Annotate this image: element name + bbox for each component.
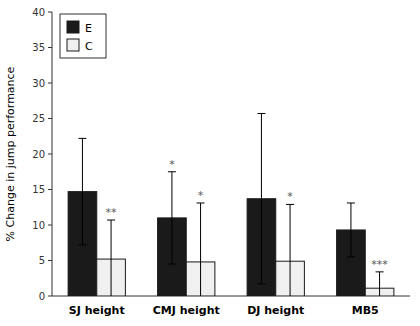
significance-label: * — [287, 190, 293, 203]
legend-swatch — [67, 39, 79, 51]
y-tick — [48, 154, 52, 155]
y-tick-label: 10 — [32, 220, 45, 231]
legend-label: C — [85, 40, 93, 53]
x-tick-label: SJ height — [69, 304, 125, 317]
y-tick-label: 40 — [32, 7, 45, 18]
error-bar — [347, 203, 355, 257]
y-tick — [48, 83, 52, 84]
y-tick — [48, 118, 52, 119]
plot-area — [68, 114, 394, 296]
significance-label: * — [198, 189, 204, 202]
y-tick-label: 5 — [39, 255, 45, 266]
y-tick — [48, 225, 52, 226]
legend: EC — [60, 14, 106, 58]
legend-swatch — [67, 21, 79, 33]
x-tick-label: MB5 — [352, 304, 379, 317]
y-tick-label: 15 — [32, 184, 45, 195]
significance-label: ** — [106, 206, 118, 219]
error-bar — [107, 220, 115, 296]
y-tick — [48, 189, 52, 190]
error-bar — [257, 114, 265, 284]
y-tick-label: 20 — [32, 149, 45, 160]
chart: 0 5 10 15 20 25 30 35 40 % Change in jump perform… — [0, 0, 420, 326]
error-bar — [78, 138, 86, 245]
y-tick-label: 25 — [32, 113, 45, 124]
legend-label: E — [85, 22, 92, 35]
error-bar — [376, 272, 384, 296]
significance-label: *** — [371, 258, 388, 271]
y-tick-label: 30 — [32, 78, 45, 89]
legend-frame — [60, 14, 106, 58]
y-axis-line — [52, 12, 53, 296]
y-tick — [48, 12, 52, 13]
error-bar — [168, 172, 176, 264]
y-axis-label: % Change in jump performance — [4, 66, 17, 241]
y-tick-label: 0 — [39, 291, 45, 302]
y-tick — [48, 47, 52, 48]
error-bar — [197, 203, 205, 296]
error-bar — [286, 204, 294, 296]
significance-label: * — [169, 158, 175, 171]
x-tick-label: DJ height — [247, 304, 304, 317]
y-tick-label: 35 — [32, 42, 45, 53]
y-axis: 0 5 10 15 20 25 30 35 40 — [32, 7, 410, 302]
x-tick-label: CMJ height — [153, 304, 220, 317]
y-tick — [48, 296, 52, 297]
y-tick — [48, 260, 52, 261]
